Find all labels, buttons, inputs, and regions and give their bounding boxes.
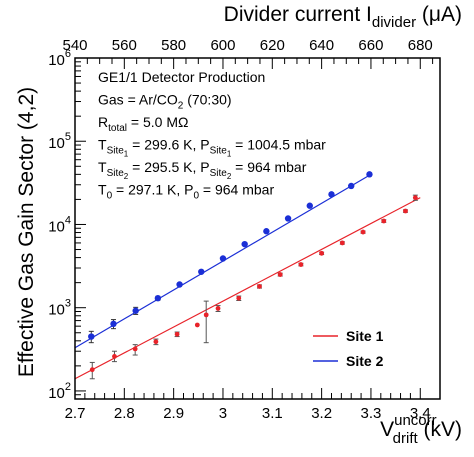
- info-line: TSite1 = 299.6 K, PSite1 = 1004.5 mbar: [98, 137, 326, 159]
- data-point: [360, 229, 366, 235]
- data-point: [284, 215, 292, 222]
- x-axis-title: Vuncorr drift (kV): [380, 412, 462, 447]
- x-tick-label: 2.8: [114, 405, 135, 422]
- data-point: [306, 202, 313, 209]
- y-tick-label: 104: [48, 214, 71, 235]
- y-axis-title: Effective Gas Gain Sector (4,2): [15, 87, 38, 377]
- info-line: TSite2 = 295.5 K, PSite2 = 964 mbar: [98, 159, 307, 181]
- x2-tick-label: 560: [112, 37, 137, 54]
- axes: 2.7 2.8 2.9 3 3.1 3.2 3.3 3.4 540 560 580 600 620 640…: [15, 3, 462, 447]
- data-point: [110, 320, 117, 328]
- series-1: [74, 194, 421, 380]
- x-tick-label: 3: [219, 405, 227, 422]
- info-line: T0 = 297.1 K, P0 = 964 mbar: [98, 182, 274, 202]
- series-2: [74, 171, 373, 349]
- info-line: Rtotal = 5.0 MΩ: [98, 114, 188, 134]
- data-point: [132, 307, 139, 314]
- data-point: [88, 333, 95, 340]
- data-point: [319, 250, 325, 256]
- legend-label-site-1: Site 1: [346, 328, 384, 344]
- x-tick-label: 3.2: [311, 405, 332, 422]
- data-point: [263, 228, 270, 235]
- data-point: [241, 240, 248, 248]
- fit-line-site-1: [74, 197, 421, 380]
- info-line: Gas = Ar/CO2 (70:30): [98, 92, 232, 112]
- x-tick-label: 2.7: [65, 405, 86, 422]
- data-point: [153, 339, 159, 345]
- data-point: [366, 171, 373, 178]
- plot-marks: [74, 171, 421, 380]
- y-tick-label: 103: [48, 298, 71, 319]
- y-tick-label: 105: [48, 131, 71, 152]
- data-point: [257, 284, 262, 289]
- data-point: [215, 306, 221, 311]
- data-point: [203, 312, 209, 318]
- x2-tick-label: 580: [161, 37, 186, 54]
- data-point: [89, 367, 95, 373]
- info-box: GE1/1 Detector Production Gas = Ar/CO2 (7…: [98, 69, 326, 202]
- data-point: [328, 191, 335, 198]
- data-point: [174, 331, 180, 337]
- data-point: [381, 218, 387, 224]
- data-point: [176, 281, 183, 288]
- x-tick-label: 3.4: [410, 405, 431, 422]
- x2-tick-label: 640: [309, 37, 334, 54]
- data-point: [339, 240, 345, 246]
- data-point: [194, 322, 200, 328]
- data-point: [403, 208, 408, 214]
- data-point: [198, 268, 205, 275]
- x2-tick-label: 620: [260, 37, 285, 54]
- x-tick-label: 3.1: [262, 405, 283, 422]
- legend-label-site-2: Site 2: [346, 353, 384, 369]
- y-tick-label: 106: [48, 48, 71, 69]
- x2-tick-label: 680: [408, 37, 433, 54]
- data-point: [112, 353, 117, 359]
- data-point: [219, 255, 227, 262]
- data-point: [154, 295, 162, 302]
- data-point: [236, 295, 242, 301]
- x-tick-label: 3.3: [361, 405, 382, 422]
- x2-tick-label: 660: [358, 37, 383, 54]
- legend: Site 1 Site 2: [313, 328, 384, 369]
- data-point: [348, 182, 355, 190]
- info-line: GE1/1 Detector Production: [98, 69, 265, 85]
- y-tick-label: 102: [48, 381, 71, 402]
- data-point: [412, 195, 418, 201]
- x2-axis-title: Divider current Idivider (μA): [224, 3, 462, 31]
- data-point: [298, 262, 304, 267]
- x2-tick-label: 540: [62, 37, 87, 54]
- x-tick-label: 2.9: [163, 405, 184, 422]
- x2-tick-label: 600: [210, 37, 235, 54]
- data-point: [277, 272, 283, 277]
- data-point: [132, 346, 138, 352]
